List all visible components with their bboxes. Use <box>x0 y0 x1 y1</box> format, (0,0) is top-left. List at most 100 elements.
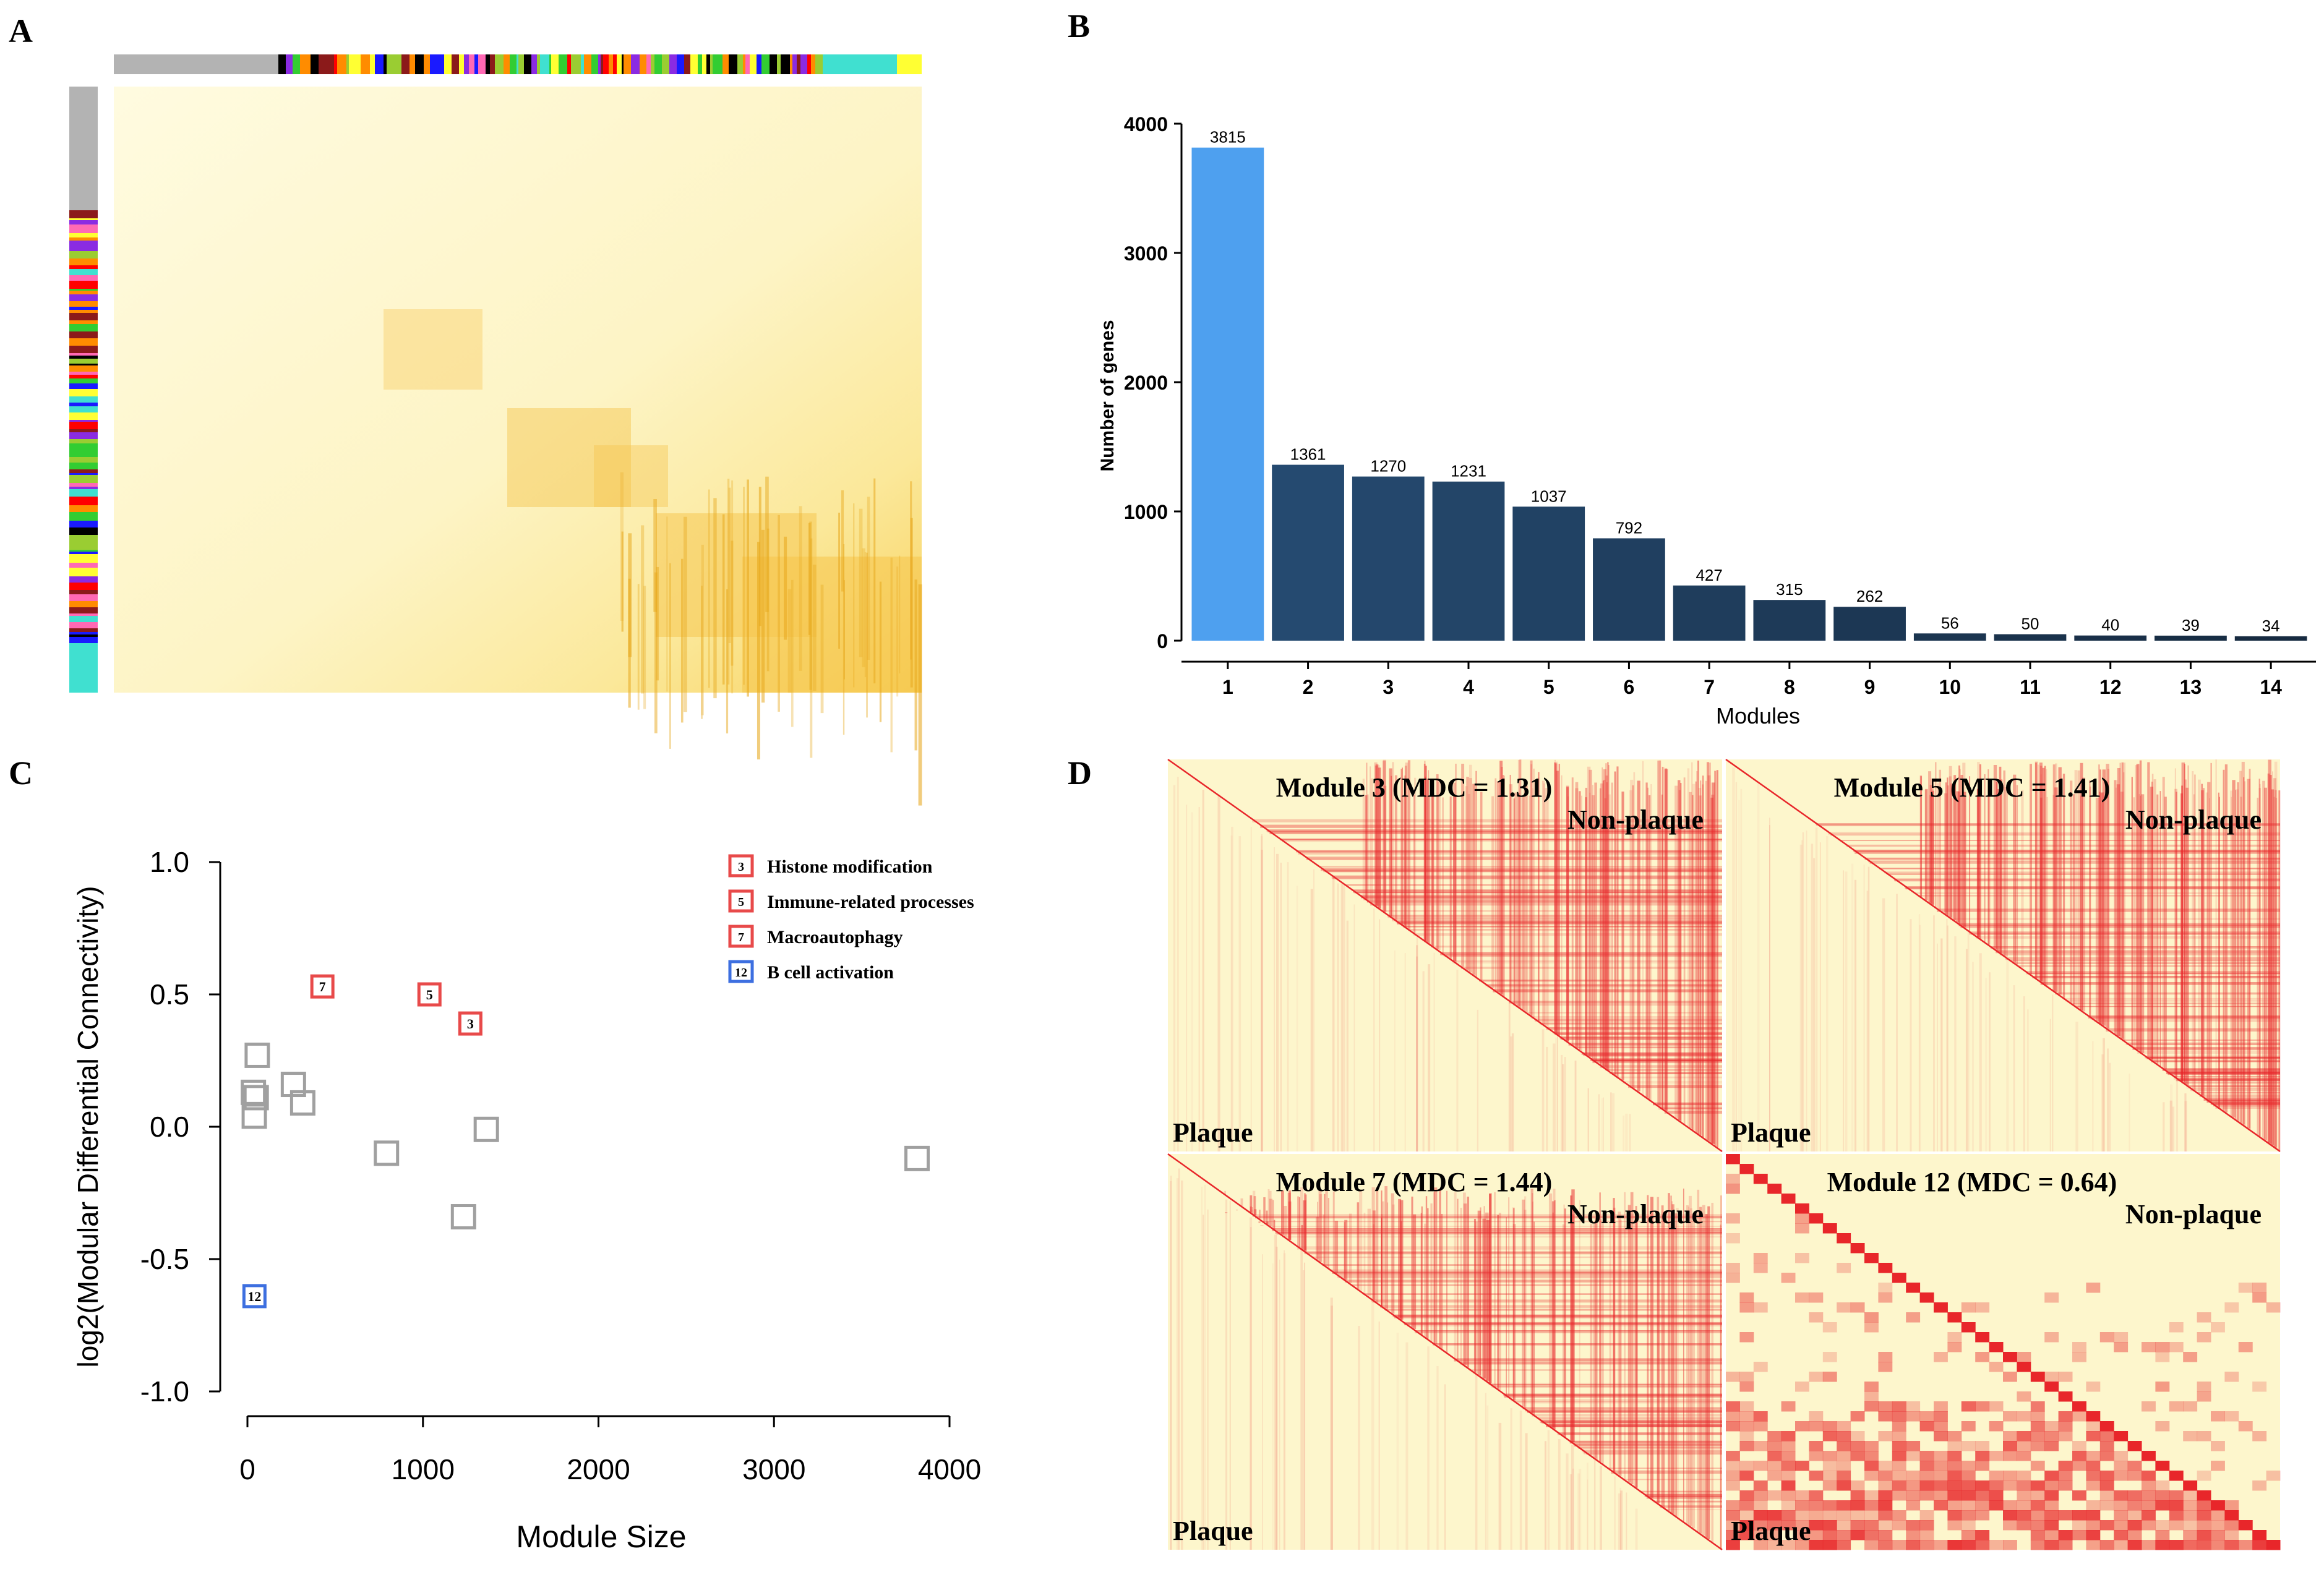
heatmap-cell <box>2197 1540 2211 1550</box>
strip-segment <box>677 54 684 74</box>
heatmap-cell <box>2086 1421 2101 1432</box>
heatmap-cell <box>2266 1302 2281 1313</box>
heatmap-streak <box>1353 890 1722 894</box>
heatmap-streak-lower <box>1231 826 1233 1151</box>
heatmap-streak-lower <box>2176 1078 2179 1151</box>
panel-label-b: B <box>1068 7 1090 45</box>
strip-segment <box>69 554 98 563</box>
heatmap-streak <box>2184 764 2185 1084</box>
heatmap-cell <box>2030 1431 2045 1442</box>
heatmap-streak <box>1396 920 1722 923</box>
heatmap-cell <box>1892 1490 1906 1501</box>
heatmap-streak <box>1686 1205 1689 1524</box>
heatmap-streak-lower <box>1173 785 1176 1151</box>
heatmap-cell <box>2030 1411 2045 1422</box>
heatmap-cell <box>2072 1461 2086 1471</box>
heatmap-streak-lower <box>1510 1036 1512 1151</box>
heatmap-streak <box>1269 1190 1272 1227</box>
heatmap-streak-lower <box>1937 943 1938 1151</box>
heatmap-cell <box>1878 1411 1893 1422</box>
legend-swatch <box>728 854 754 878</box>
heatmap-streak <box>2274 761 2278 1148</box>
heatmap-cell <box>1726 1184 1740 1194</box>
heatmap-streak <box>2151 774 2154 1061</box>
heat-streak <box>866 552 868 718</box>
heatmap-cell <box>2099 1520 2114 1531</box>
heatmap-streak <box>2040 797 2043 982</box>
heatmap-streak <box>1392 918 1722 919</box>
heatmap-streak <box>2273 778 2276 1147</box>
heatmap-streak <box>1646 1495 1722 1499</box>
heatmap-streak <box>1929 785 1932 904</box>
heatmap-streak <box>1449 796 1452 959</box>
bar-value-label: 1231 <box>1451 462 1486 481</box>
heatmap-streak-lower <box>1485 1393 1487 1550</box>
heatmap-streak <box>1436 774 1439 949</box>
heatmap-cell <box>1892 1441 1906 1451</box>
heatmap-streak <box>1391 775 1392 917</box>
strip-segment <box>69 632 98 634</box>
heatmap-streak <box>1276 1231 1722 1235</box>
heatmap-streak <box>1440 952 1722 955</box>
heatmap-streak <box>2015 795 2016 964</box>
heatmap-cell <box>1864 1510 1879 1521</box>
heatmap-streak <box>1971 933 2280 935</box>
heatmap-cell <box>1822 1471 1837 1481</box>
heatmap-streak <box>1996 950 2280 954</box>
heatmap-streak <box>1589 792 1591 1058</box>
heatmap-lower-label: Plaque <box>1173 1516 1253 1546</box>
heatmap-streak <box>2116 780 2117 1036</box>
heatmap-streak <box>1969 931 2280 935</box>
heatmap-streak <box>1349 1213 1352 1284</box>
heatmap-streak <box>2139 760 2142 1053</box>
heatmap-upper-label: Non-plaque <box>1567 805 1704 835</box>
heatmap-streak <box>1674 1213 1677 1516</box>
heatmap-cell <box>2044 1540 2059 1550</box>
heat-streak <box>862 548 865 667</box>
heat-streak <box>726 589 729 733</box>
heatmap-cell <box>2003 1451 2017 1461</box>
heatmap-streak <box>2224 764 2228 1113</box>
heatmap-streak <box>1490 1384 1722 1386</box>
heatmap-cell <box>1989 1540 2004 1550</box>
heatmap-streak-lower <box>2023 996 2025 1151</box>
heatmap-streak <box>1657 1218 1660 1503</box>
heatmap-streak <box>2147 762 2150 1058</box>
heatmap-streak <box>2213 1104 2280 1106</box>
heatmap-streak <box>2181 1082 2280 1084</box>
strip-segment <box>518 54 524 74</box>
heatmap-upper-label: Non-plaque <box>1567 1199 1704 1229</box>
heat-streak <box>787 589 792 693</box>
heatmap-cell <box>1989 1480 2004 1491</box>
x-tick-label: 11 <box>2020 676 2041 698</box>
heatmap-cell <box>1837 1480 1851 1491</box>
module-color-strip-left <box>69 87 98 693</box>
heatmap-cell <box>1975 1510 1990 1521</box>
heatmap-streak <box>1661 794 1663 1109</box>
heatmap-streak-lower <box>1566 1453 1569 1550</box>
heatmap-cell <box>1739 1500 1754 1511</box>
heatmap-cell <box>1892 1451 1906 1461</box>
strip-segment <box>624 54 631 74</box>
heatmap-streak <box>1376 1187 1379 1303</box>
heatmap-streak <box>2151 1060 2280 1062</box>
heatmap-streak <box>2062 774 2065 998</box>
heatmap-cell <box>1906 1520 1921 1531</box>
heatmap-streak <box>1699 1207 1702 1534</box>
heat-streak <box>641 525 645 694</box>
heatmap-cell <box>1864 1253 1879 1263</box>
heatmap-streak <box>2017 965 2280 967</box>
y-tick-label: 2000 <box>1124 372 1168 394</box>
heatmap-cell <box>1809 1372 1824 1382</box>
heatmap-streak <box>2042 767 2045 984</box>
x-tick-label: 4000 <box>918 1453 981 1485</box>
heatmap-streak <box>1394 1315 1722 1318</box>
heatmap-streak-lower <box>1444 1384 1446 1550</box>
strip-segment <box>69 406 98 412</box>
heatmap-streak <box>1839 840 2280 842</box>
strip-segment <box>69 265 98 269</box>
heatmap-streak <box>2136 764 2140 1050</box>
strip-segment <box>540 54 549 74</box>
heatmap-cell <box>2099 1471 2114 1481</box>
heatmap-streak-lower <box>1620 1490 1623 1550</box>
